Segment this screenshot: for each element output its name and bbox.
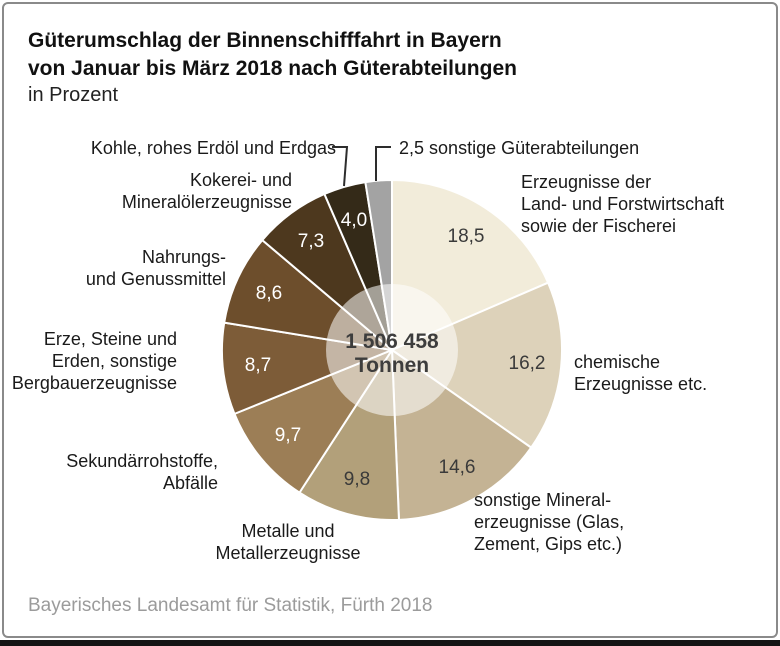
value-label: 14,6 (438, 457, 476, 478)
value-label: 8,6 (255, 283, 283, 304)
value-label: 9,8 (343, 469, 371, 490)
category-label-chemische: chemische Erzeugnisse etc. (574, 352, 708, 394)
value-label: 18,5 (447, 226, 485, 247)
donut-center-overlay (326, 284, 458, 416)
category-label-mineral: sonstige Mineral- erzeugnisse (Glas, Zem… (474, 490, 625, 554)
chart-unit-label: in Prozent (28, 84, 119, 106)
leader-line-sonstige (375, 146, 391, 181)
category-label-kohle: Kohle, rohes Erdöl und Erdgas (90, 138, 336, 158)
category-label-erze: Erze, Steine und Erden, sonstige Bergbau… (11, 329, 177, 393)
category-label-nahrungs: Nahrungs- und Genussmittel (85, 247, 226, 289)
center-total-unit: Tonnen (354, 354, 430, 377)
category-label-metalle: Metalle und Metallerzeugnisse (215, 521, 361, 563)
category-value: 2,5 (399, 138, 425, 158)
value-label: 7,3 (297, 231, 325, 252)
leader-line-kohle (332, 146, 349, 187)
chart-title: Güterumschlag der Binnenschifffahrt in B… (28, 27, 517, 83)
value-label: 8,7 (244, 355, 272, 376)
category-text: sonstige Güterabteilungen (429, 138, 640, 158)
chart-title-line2: von Januar bis März 2018 nach Güterabtei… (28, 57, 517, 80)
category-label-erzeugnisse: Erzeugnisse der Land- und Forstwirtschaf… (521, 172, 725, 236)
bottom-bar (0, 640, 780, 646)
value-label: 4,0 (340, 210, 368, 231)
chart-title-line1: Güterumschlag der Binnenschifffahrt in B… (28, 29, 502, 52)
source-note: Bayerisches Landesamt für Statistik, Für… (28, 595, 433, 616)
center-total-value: 1 506 458 (345, 330, 439, 353)
category-label-sekundaer: Sekundärrohstoffe, Abfälle (66, 451, 218, 493)
category-label-sonstige: 2,5 sonstige Güterabteilungen (399, 137, 639, 159)
category-label-kokerei: Kokerei- und Mineralölerzeugnisse (121, 170, 292, 212)
pie-slice (391, 281, 563, 449)
value-label: 9,7 (274, 425, 302, 446)
center-total: 1 506 458 Tonnen (345, 330, 438, 378)
value-label: 16,2 (508, 353, 546, 374)
